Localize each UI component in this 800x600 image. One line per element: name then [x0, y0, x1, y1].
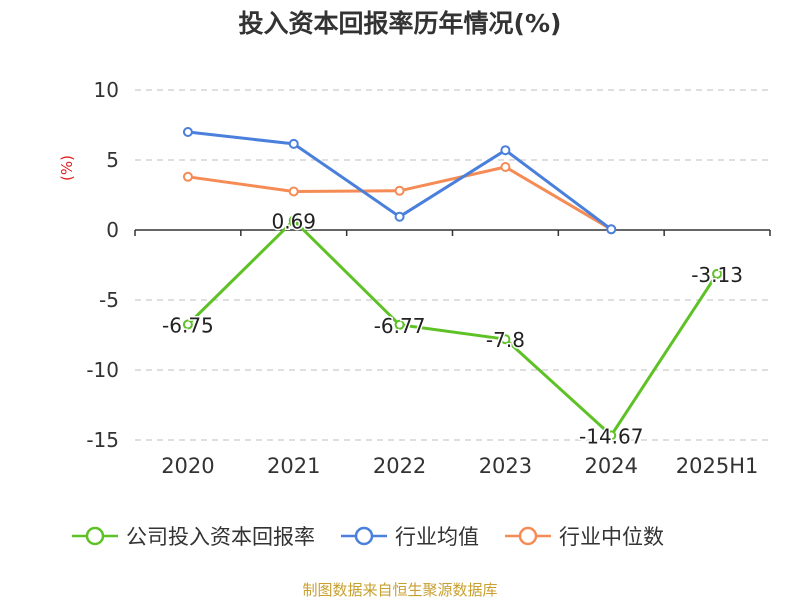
x-tick-label: 2022 [373, 454, 426, 478]
data-point[interactable] [500, 162, 511, 172]
x-tick-label: 2025H1 [676, 454, 759, 478]
series-line [186, 218, 719, 437]
data-point[interactable] [182, 319, 193, 330]
data-label: -14.67 [579, 424, 643, 448]
data-label: 0.69 [271, 209, 316, 233]
x-tick-label: 2023 [479, 454, 532, 478]
y-tick-label: 10 [94, 78, 119, 102]
data-point[interactable] [500, 334, 511, 345]
legend-item-industry-median[interactable]: 行业中位数 [503, 521, 664, 551]
legend-line-marker-icon [72, 526, 118, 546]
data-point[interactable] [288, 215, 299, 226]
legend-line-marker-icon [505, 526, 551, 546]
legend-item-company[interactable]: 公司投入资本回报率 [70, 521, 315, 551]
y-axis-label: (%) [58, 155, 76, 181]
legend-label-industry-mean: 行业均值 [395, 525, 479, 549]
data-point[interactable] [182, 127, 193, 137]
data-source-note: 制图数据来自恒生聚源数据库 [302, 581, 498, 599]
data-point[interactable] [606, 430, 617, 441]
data-point[interactable] [712, 268, 723, 279]
data-label: -6.77 [374, 314, 426, 338]
series-lines [182, 127, 723, 441]
legend-label-company: 公司投入资本回报率 [126, 525, 315, 549]
data-point[interactable] [288, 138, 299, 149]
y-tick-label: -15 [86, 428, 119, 452]
data-labels: -6.75 0.69 -6.77 -7.8 -14.67 -3.13 [161, 208, 745, 450]
legend: 公司投入资本回报率 行业均值 行业中位数 [70, 520, 688, 552]
y-tick-label: -10 [86, 358, 119, 382]
data-point[interactable] [288, 186, 299, 197]
x-tick-label: 2020 [161, 454, 214, 478]
y-tick-label: 0 [106, 218, 119, 242]
data-label: -7.8 [486, 328, 525, 352]
data-point[interactable] [394, 185, 405, 196]
y-tick-label: -5 [99, 288, 119, 312]
data-point[interactable] [500, 145, 511, 156]
legend-line-marker-icon [341, 526, 387, 546]
gridlines [135, 89, 770, 441]
data-point[interactable] [394, 211, 405, 222]
data-point[interactable] [182, 171, 193, 182]
data-point[interactable] [394, 319, 405, 330]
axes: 10 5 0 -5 -10 -15 2020 2021 2022 2023 2024 2025H1 (%… [58, 78, 771, 478]
legend-label-industry-median: 行业中位数 [559, 525, 664, 549]
x-tick-label: 2021 [267, 454, 320, 478]
data-label: -3.13 [691, 263, 743, 287]
data-label: -6.75 [162, 314, 214, 338]
legend-item-industry-mean[interactable]: 行业均值 [339, 521, 479, 551]
x-tick-label: 2024 [585, 454, 638, 478]
data-point[interactable] [606, 224, 617, 235]
y-tick-label: 5 [106, 148, 119, 172]
chart-title: 投入资本回报率历年情况(%) [238, 9, 562, 38]
